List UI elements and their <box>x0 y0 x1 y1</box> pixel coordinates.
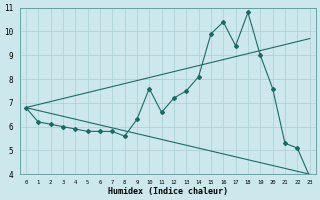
X-axis label: Humidex (Indice chaleur): Humidex (Indice chaleur) <box>108 187 228 196</box>
